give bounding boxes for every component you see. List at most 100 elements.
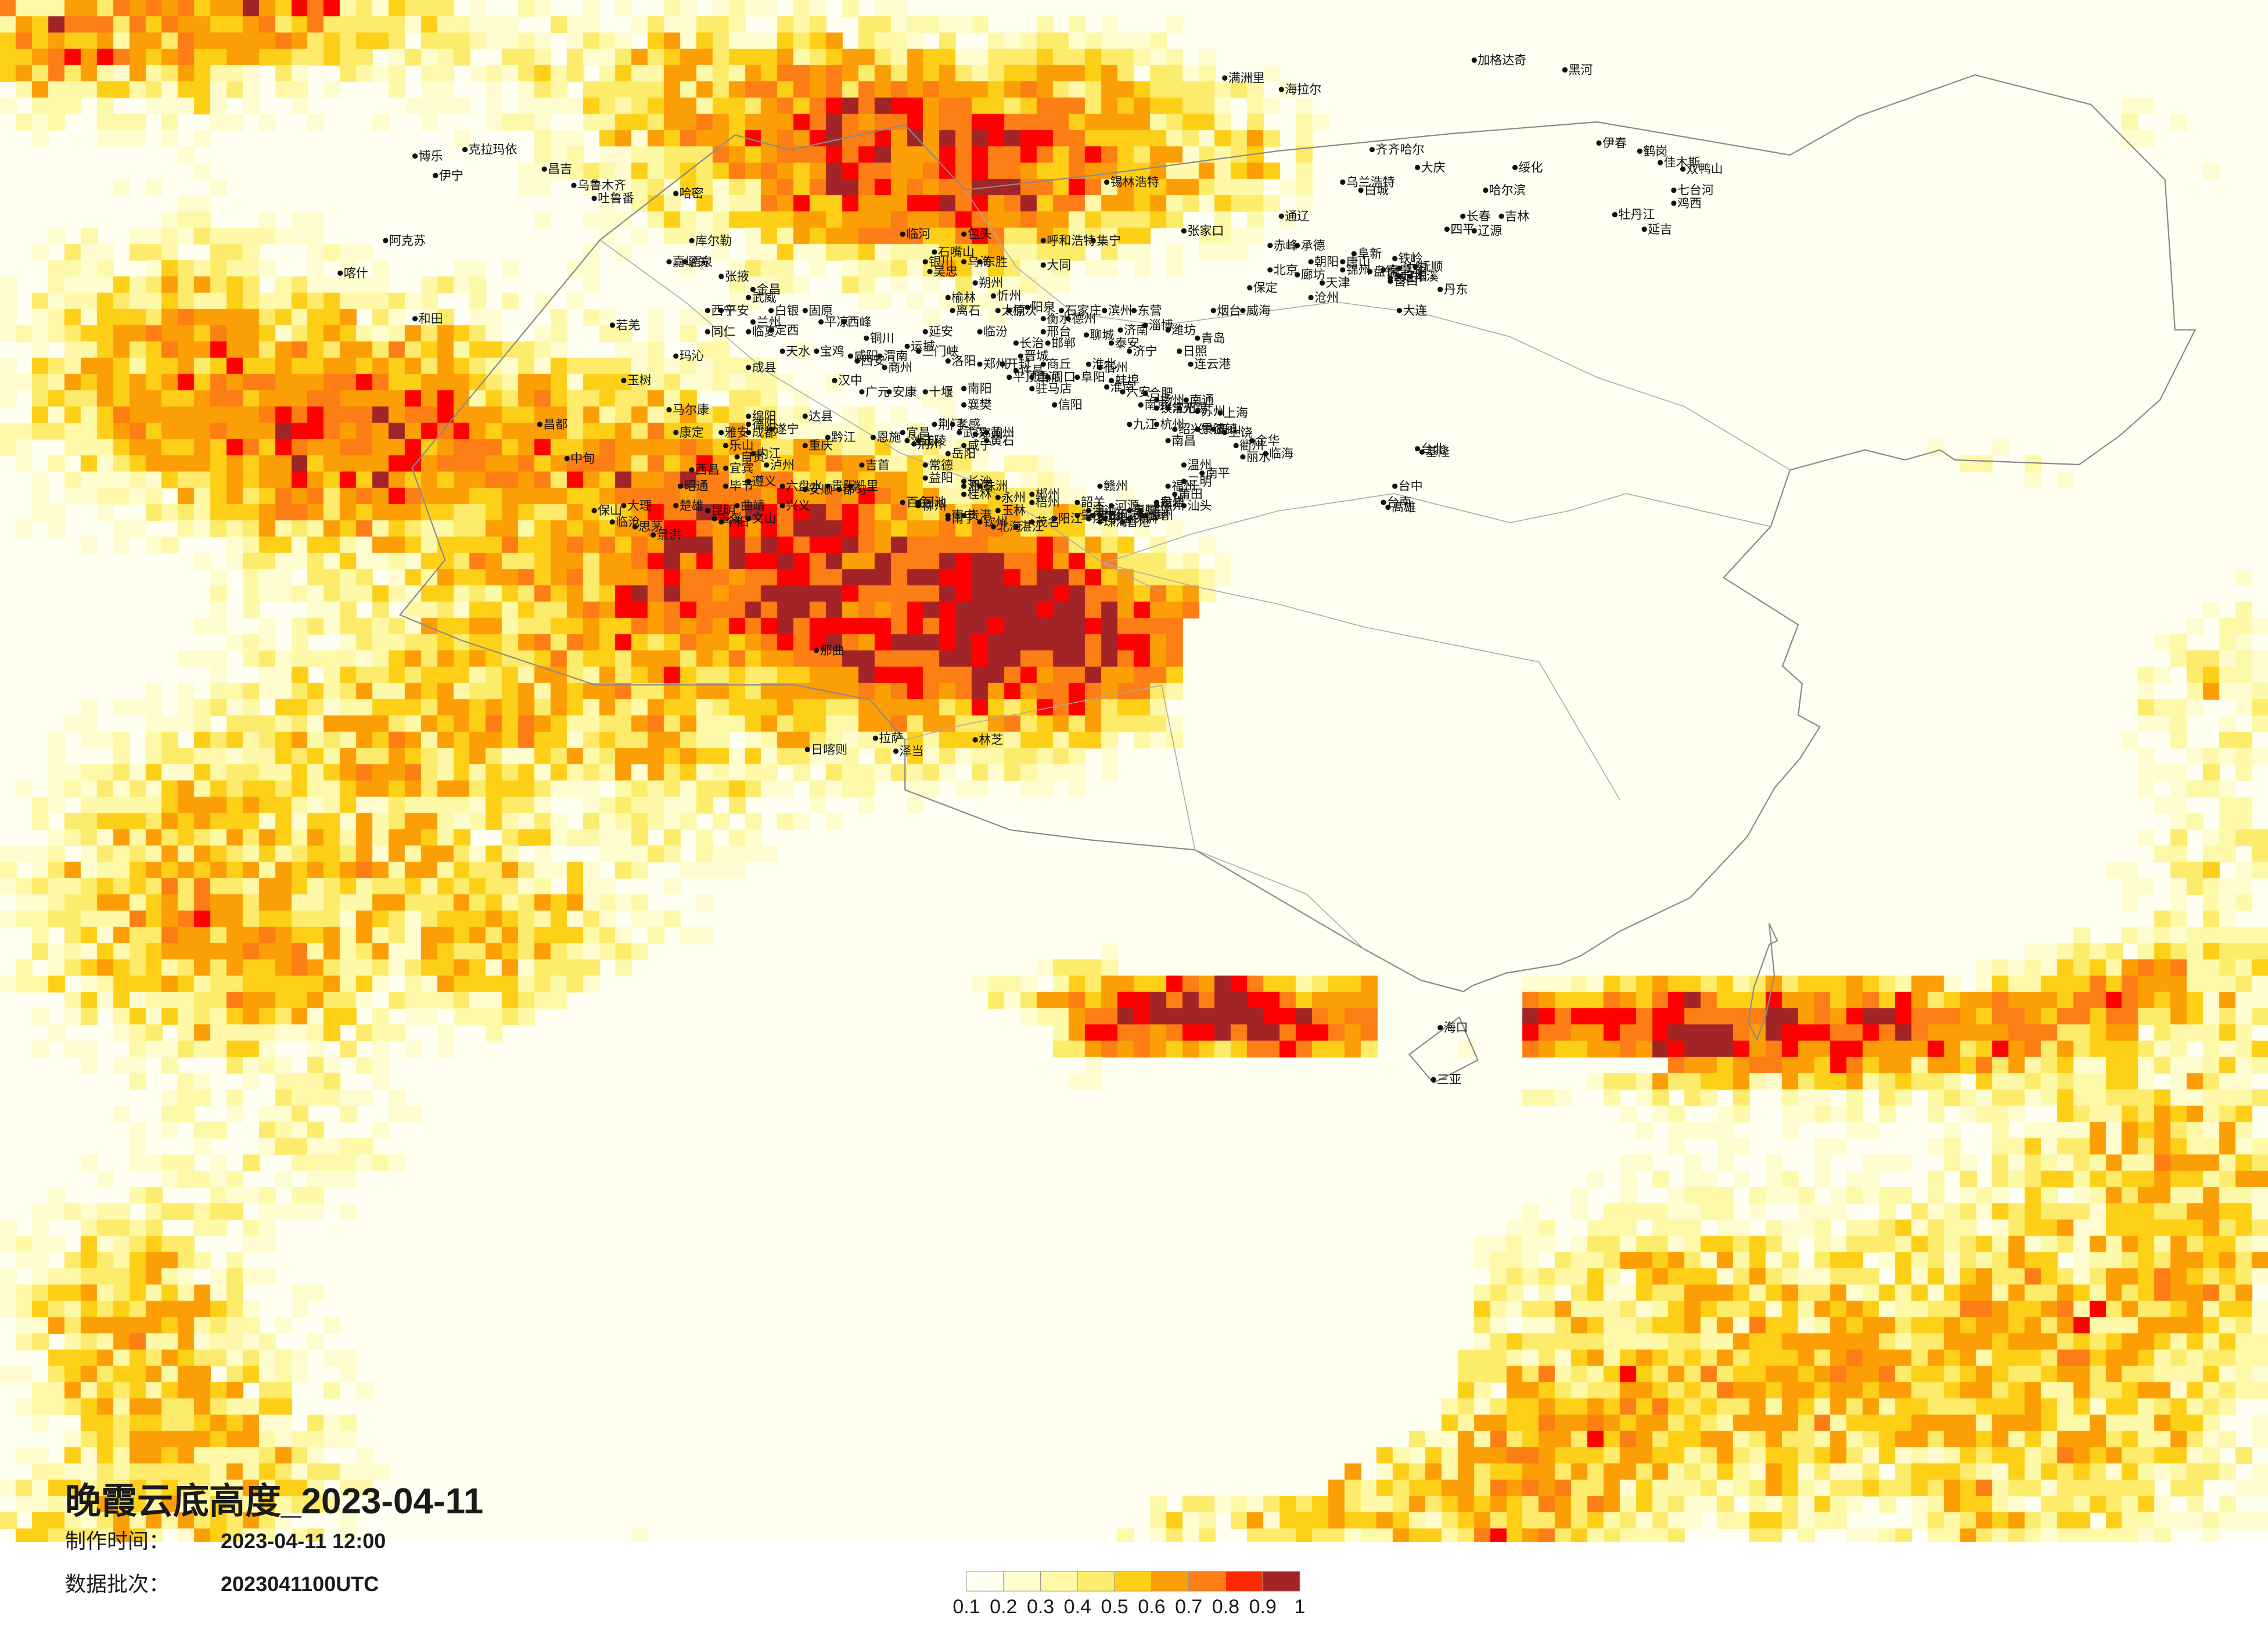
svg-text:伊宁: 伊宁 [439,169,463,182]
svg-text:昭通: 昭通 [684,480,709,493]
svg-text:平安: 平安 [725,304,749,318]
svg-text:泸州: 泸州 [770,459,795,472]
svg-text:满洲里: 满洲里 [1228,71,1265,85]
svg-text:张家口: 张家口 [1187,225,1224,238]
svg-text:朔州: 朔州 [979,276,1003,290]
svg-text:青岛: 青岛 [1201,332,1225,345]
svg-text:0.2: 0.2 [990,1596,1017,1618]
svg-text:同仁: 同仁 [711,325,735,339]
svg-text:威海: 威海 [1246,304,1271,318]
svg-text:梧州: 梧州 [1036,496,1060,509]
svg-text:重庆: 重庆 [808,439,833,452]
svg-text:定西: 定西 [775,323,799,337]
svg-text:上海: 上海 [1224,406,1248,420]
svg-text:日喀则: 日喀则 [811,743,847,757]
svg-text:七台河: 七台河 [1677,184,1714,197]
svg-text:承德: 承德 [1301,239,1325,253]
svg-text:天津: 天津 [1326,276,1350,290]
svg-text:吐鲁番: 吐鲁番 [598,192,634,206]
svg-text:商州: 商州 [888,361,912,375]
svg-text:忻州: 忻州 [997,290,1021,303]
svg-text:肇庆: 肇庆 [1081,509,1105,523]
svg-text:玉树: 玉树 [627,374,652,387]
svg-text:张掖: 张掖 [725,270,749,283]
svg-text:秦皇岛: 秦皇岛 [1387,264,1424,277]
svg-text:阿克苏: 阿克苏 [389,234,426,247]
svg-text:金华: 金华 [1256,434,1280,448]
svg-text:西峰: 西峰 [847,315,872,329]
svg-text:延吉: 延吉 [1648,223,1672,236]
svg-text:0.7: 0.7 [1175,1596,1202,1618]
svg-text:鸡西: 鸡西 [1677,197,1702,210]
svg-text:石嘴山: 石嘴山 [938,246,975,259]
svg-text:乌鲁木齐: 乌鲁木齐 [577,179,626,192]
svg-text:大理: 大理 [627,499,652,513]
svg-text:黑河: 黑河 [1568,63,1593,77]
svg-text:德州: 德州 [1072,312,1096,326]
svg-text:凯里: 凯里 [854,480,878,493]
svg-text:铜川: 铜川 [870,332,894,345]
svg-text:阜阳: 阜阳 [1081,371,1105,384]
svg-text:北京: 北京 [1274,264,1298,277]
svg-text:玉林: 玉林 [1001,504,1026,517]
svg-text:0.3: 0.3 [1027,1596,1054,1618]
svg-text:基隆: 基隆 [1425,445,1450,459]
svg-text:朝阳: 朝阳 [1314,256,1339,269]
svg-text:0.6: 0.6 [1138,1596,1165,1618]
svg-text:博乐: 博乐 [419,150,443,163]
svg-text:桂林: 桂林 [968,488,992,501]
svg-text:辽源: 辽源 [1478,225,1502,238]
svg-text:保定: 保定 [1253,282,1278,295]
svg-text:遵义: 遵义 [752,475,777,488]
svg-text:烟台: 烟台 [1217,304,1241,318]
svg-text:荆州: 荆州 [918,437,942,451]
svg-text:吉首: 吉首 [865,459,890,472]
svg-text:离石: 离石 [956,304,980,318]
svg-text:喀什: 喀什 [344,267,368,280]
svg-text:汉中: 汉中 [838,374,862,387]
svg-text:包头: 包头 [968,228,992,241]
svg-text:泽当: 泽当 [900,745,924,758]
svg-text:临海: 临海 [1269,447,1293,461]
svg-text:西昌: 西昌 [695,463,720,477]
svg-text:遂宁: 遂宁 [775,423,799,436]
svg-text:海拉尔: 海拉尔 [1285,83,1321,96]
svg-text:大同: 大同 [1047,258,1071,272]
svg-text:岳阳: 岳阳 [951,447,976,461]
svg-text:宜宾: 宜宾 [729,462,754,475]
svg-text:宝鸡: 宝鸡 [820,345,844,358]
svg-text:吴忠: 吴忠 [933,265,958,279]
svg-text:信阳: 信阳 [1058,398,1083,412]
svg-text:0.1: 0.1 [953,1596,980,1618]
svg-text:汕头: 汕头 [1187,499,1212,513]
svg-text:制作时间：: 制作时间： [65,1529,170,1553]
svg-text:双鸭山: 双鸭山 [1687,163,1723,176]
svg-text:河池: 河池 [922,496,947,509]
svg-text:毕节: 毕节 [729,480,754,493]
svg-text:永州: 永州 [1001,491,1026,505]
svg-text:0.9: 0.9 [1249,1596,1277,1618]
svg-text:哈密: 哈密 [680,187,704,200]
svg-text:九江: 九江 [1133,418,1158,431]
svg-text:白城: 白城 [1364,184,1389,197]
svg-text:玛沁: 玛沁 [680,350,704,363]
svg-text:三亚: 三亚 [1437,1073,1461,1087]
svg-text:牡丹江: 牡丹江 [1618,208,1655,222]
svg-text:洛阳: 洛阳 [951,355,976,368]
svg-text:康定: 康定 [680,426,704,440]
svg-text:锡林浩特: 锡林浩特 [1110,176,1159,189]
svg-text:临汾: 临汾 [983,325,1008,339]
svg-text:三明: 三明 [1187,475,1212,488]
svg-text:海口: 海口 [1444,1021,1468,1035]
svg-text:大连: 大连 [1403,304,1427,318]
svg-text:日照: 日照 [1183,345,1207,358]
svg-text:若羌: 若羌 [616,319,640,332]
svg-text:齐齐哈尔: 齐齐哈尔 [1376,143,1425,157]
svg-text:绥化: 绥化 [1519,161,1543,174]
svg-text:益阳: 益阳 [929,472,953,485]
svg-text:唐山: 唐山 [1346,256,1371,269]
svg-text:中甸: 中甸 [570,452,595,466]
svg-text:成县: 成县 [752,361,777,375]
svg-text:邯郸: 邯郸 [1051,337,1076,350]
svg-text:0.4: 0.4 [1064,1596,1091,1618]
